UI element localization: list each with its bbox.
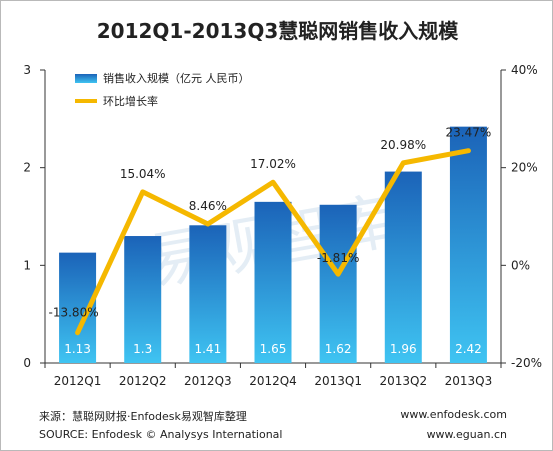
- x-tick-label: 2012Q4: [249, 374, 297, 388]
- site-enfodesk: www.enfodesk.com: [400, 408, 507, 421]
- bar-value-label: 1.13: [64, 342, 91, 356]
- growth-value-label: 23.47%: [446, 126, 492, 140]
- chart-title: 2012Q1-2013Q3慧聪网销售收入规模: [96, 19, 459, 43]
- bar-series: [59, 126, 487, 363]
- legend-bar-label: 销售收入规模（亿元 人民币）: [103, 71, 250, 85]
- growth-value-label: 20.98%: [380, 138, 426, 152]
- growth-point: [336, 272, 340, 276]
- growth-value-label: -13.80%: [49, 306, 99, 320]
- bar: [189, 225, 227, 363]
- bar: [319, 204, 357, 363]
- bar-value-label: 1.41: [194, 342, 221, 356]
- y-right-tick-label: -20%: [511, 356, 542, 370]
- x-tick-label: 2012Q1: [54, 374, 102, 388]
- growth-point: [466, 149, 470, 153]
- y-left-tick-label: 0: [23, 356, 31, 370]
- y-right-tick-label: 20%: [511, 161, 538, 175]
- bar: [449, 126, 487, 363]
- data-labels: 1.13 1.3 1.41 1.65 1.62 1.96 2.42 -13.80% 15.04%…: [49, 126, 492, 356]
- growth-point: [271, 180, 275, 184]
- bar-value-label: 1.62: [325, 342, 352, 356]
- bar-value-label: 1.96: [390, 342, 417, 356]
- line-series: [75, 148, 471, 336]
- y-right-tick-label: 0%: [511, 258, 530, 272]
- bar: [124, 236, 162, 363]
- growth-point: [141, 190, 145, 194]
- x-tick-label: 2013Q3: [445, 374, 493, 388]
- growth-value-label: 15.04%: [120, 167, 166, 181]
- y-left-tick-label: 1: [23, 258, 31, 272]
- x-tick-label: 2012Q3: [184, 374, 232, 388]
- source-en: SOURCE: Enfodesk © Analysys Internationa…: [39, 428, 283, 441]
- legend-bar-swatch: [75, 74, 97, 83]
- x-tick-label: 2013Q1: [314, 374, 362, 388]
- growth-value-label: 8.46%: [189, 199, 227, 213]
- site-eguan: www.eguan.cn: [426, 428, 507, 441]
- y-left-tick-label: 2: [23, 161, 31, 175]
- bar-value-label: 2.42: [455, 342, 482, 356]
- growth-value-label: -1.81%: [317, 251, 359, 265]
- x-tick-label: 2013Q2: [379, 374, 427, 388]
- bar: [254, 201, 292, 363]
- growth-point: [76, 331, 80, 335]
- x-tick-label: 2012Q2: [119, 374, 167, 388]
- bar-value-label: 1.65: [260, 342, 287, 356]
- axes: 0 1 2 3 -20% 0% 20% 40% 2012Q1 2012Q2 2012Q3 2012Q4…: [23, 63, 542, 388]
- bar-value-label: 1.3: [133, 342, 152, 356]
- growth-point: [206, 222, 210, 226]
- growth-value-label: 17.02%: [250, 157, 296, 171]
- legend: 销售收入规模（亿元 人民币） 环比增长率: [75, 71, 250, 108]
- legend-line-label: 环比增长率: [103, 94, 158, 108]
- y-right-tick-label: 40%: [511, 63, 538, 77]
- growth-point: [401, 161, 405, 165]
- bar: [384, 171, 422, 363]
- source-cn: 来源：慧聪网财报·Enfodesk易观智库整理: [39, 410, 247, 423]
- y-left-tick-label: 3: [23, 63, 31, 77]
